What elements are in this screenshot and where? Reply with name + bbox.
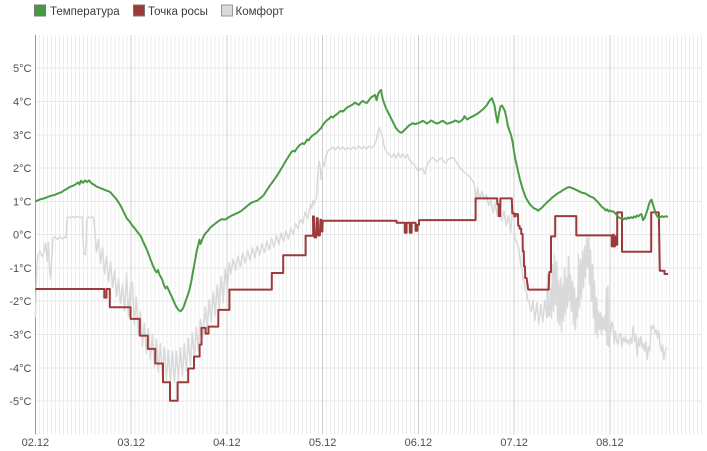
svg-text:04.12: 04.12 <box>213 437 241 449</box>
svg-text:Комфорт: Комфорт <box>236 6 285 18</box>
svg-text:2°C: 2°C <box>13 163 32 175</box>
svg-text:02.12: 02.12 <box>22 437 50 449</box>
svg-text:-4°C: -4°C <box>9 363 31 375</box>
svg-text:0°C: 0°C <box>13 230 32 242</box>
svg-text:-3°C: -3°C <box>9 330 31 342</box>
svg-text:-1°C: -1°C <box>9 263 31 275</box>
svg-text:Температура: Температура <box>50 6 120 18</box>
svg-text:3°C: 3°C <box>13 130 32 142</box>
svg-text:-2°C: -2°C <box>9 296 31 308</box>
svg-text:1°C: 1°C <box>13 196 32 208</box>
svg-text:-5°C: -5°C <box>9 396 31 408</box>
svg-text:Точка росы: Точка росы <box>148 6 208 18</box>
svg-text:08.12: 08.12 <box>596 437 624 449</box>
svg-text:4°C: 4°C <box>13 97 32 109</box>
svg-text:05.12: 05.12 <box>309 437 337 449</box>
svg-text:07.12: 07.12 <box>500 437 528 449</box>
svg-text:03.12: 03.12 <box>117 437 145 449</box>
svg-text:5°C: 5°C <box>13 63 32 75</box>
svg-text:06.12: 06.12 <box>405 437 433 449</box>
